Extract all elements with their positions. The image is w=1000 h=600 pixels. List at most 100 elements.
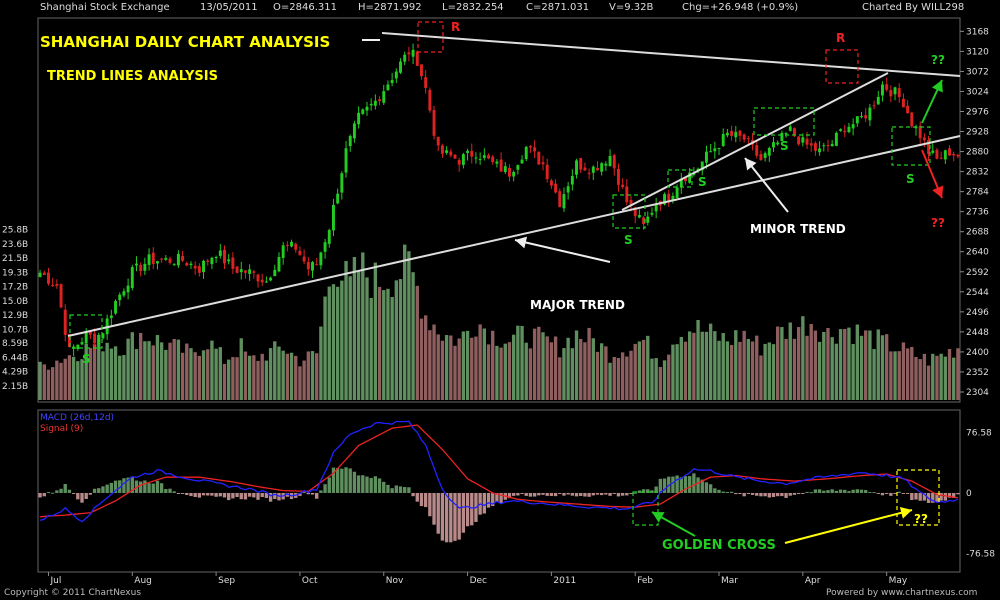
macd-histogram-bar [901, 492, 906, 494]
volume-bar [545, 336, 549, 400]
macd-histogram-bar [361, 475, 365, 493]
macd-histogram-bar [264, 492, 269, 498]
candle-body [746, 138, 750, 140]
major-trend-arrow [514, 236, 611, 263]
candle-body [482, 155, 486, 158]
macd-histogram-bar [574, 492, 579, 497]
volume-bar [394, 280, 398, 400]
candle-body [420, 64, 423, 77]
volume-bar [227, 359, 231, 400]
up-question-label: ?? [931, 53, 945, 67]
macd-histogram-bar [876, 492, 880, 494]
candle-body [763, 153, 767, 158]
month-label: Mar [721, 576, 738, 586]
macd-histogram-bar [696, 477, 700, 493]
macd-histogram-bar [897, 491, 901, 493]
header-change: Chg=+26.948 (+0.9%) [682, 2, 799, 13]
price-tick-label: 2496 [966, 308, 989, 318]
macd-histogram-bar [436, 492, 440, 534]
candle-body [97, 339, 101, 345]
macd-histogram-bar [310, 492, 315, 495]
volume-bar [826, 327, 830, 400]
volume-bar [813, 330, 818, 400]
volume-bar [574, 330, 579, 400]
candle-body [223, 249, 226, 264]
candle-body [927, 139, 931, 155]
candle-body [717, 147, 721, 149]
volume-bar [206, 349, 210, 400]
volume-bar [616, 357, 621, 400]
macd-histogram-bar [855, 489, 859, 493]
candle-body [633, 207, 637, 217]
macd-histogram-bar [549, 492, 554, 496]
volume-bar [319, 326, 323, 400]
macd-histogram-bar [306, 492, 310, 495]
support-box [612, 194, 646, 229]
candle-body [533, 147, 537, 152]
candle-body [352, 123, 356, 139]
candle-body [202, 260, 206, 273]
candle-body [432, 109, 436, 136]
candle-body [80, 342, 84, 345]
candle-body [302, 256, 306, 262]
volume-bar [784, 338, 788, 400]
macd-histogram-bar [528, 492, 533, 497]
price-tick-label: 2928 [966, 128, 989, 138]
macd-histogram-bar [553, 492, 558, 497]
candle-body [684, 177, 687, 182]
price-tick-label: 2400 [966, 348, 989, 358]
volume-bar [817, 341, 822, 400]
month-label: May [889, 576, 908, 586]
candle-body [671, 195, 675, 201]
volume-bar [872, 349, 876, 400]
macd-histogram-bar [201, 492, 206, 496]
macd-histogram-bar [210, 492, 214, 496]
macd-histogram-bar [159, 483, 164, 493]
volume-bar [566, 337, 570, 400]
volume-bar [537, 326, 541, 400]
macd-histogram-bar [637, 490, 642, 493]
candle-body [600, 163, 604, 172]
major-trend-label: MAJOR TREND [530, 298, 625, 312]
candle-body [264, 281, 268, 283]
candle-body [864, 115, 868, 119]
candle-body [713, 148, 717, 152]
macd-histogram-bar [507, 492, 512, 499]
volume-bar [247, 355, 252, 400]
candle-body [76, 344, 80, 350]
macd-histogram-bar [541, 492, 545, 495]
candle-body [290, 241, 294, 247]
candle-body [700, 161, 704, 171]
candle-body [725, 132, 729, 136]
volume-tick-label: 15.0B [2, 297, 28, 307]
price-tick-label: 2688 [966, 228, 989, 238]
candle-body [109, 315, 113, 319]
macd-histogram-bar [713, 488, 717, 493]
volume-bar [449, 335, 453, 400]
candle-body [503, 166, 507, 173]
candle-body [277, 257, 281, 272]
macd-histogram-bar [646, 489, 650, 493]
candle-body [755, 145, 759, 156]
volume-bar [746, 338, 751, 400]
candle-body [281, 245, 285, 258]
candle-body [118, 294, 122, 301]
macd-histogram-bar [662, 478, 667, 493]
header-date: 13/05/2011 [200, 2, 258, 13]
volume-bar [507, 342, 512, 400]
candle-body [788, 126, 792, 131]
macd-histogram-bar [147, 483, 151, 493]
candle-body [206, 260, 210, 262]
volume-bar [532, 328, 537, 400]
resistance-label: R [836, 31, 845, 45]
macd-histogram-bar [453, 492, 457, 541]
macd-histogram-bar [231, 492, 235, 499]
volume-bar [222, 363, 227, 400]
macd-histogram-bar [922, 492, 927, 501]
support-box [69, 314, 103, 349]
macd-histogram-bar [918, 492, 922, 501]
macd-histogram-bar [327, 477, 331, 493]
month-label: Nov [386, 576, 404, 586]
volume-bar [654, 358, 658, 400]
candle-body [499, 159, 503, 172]
